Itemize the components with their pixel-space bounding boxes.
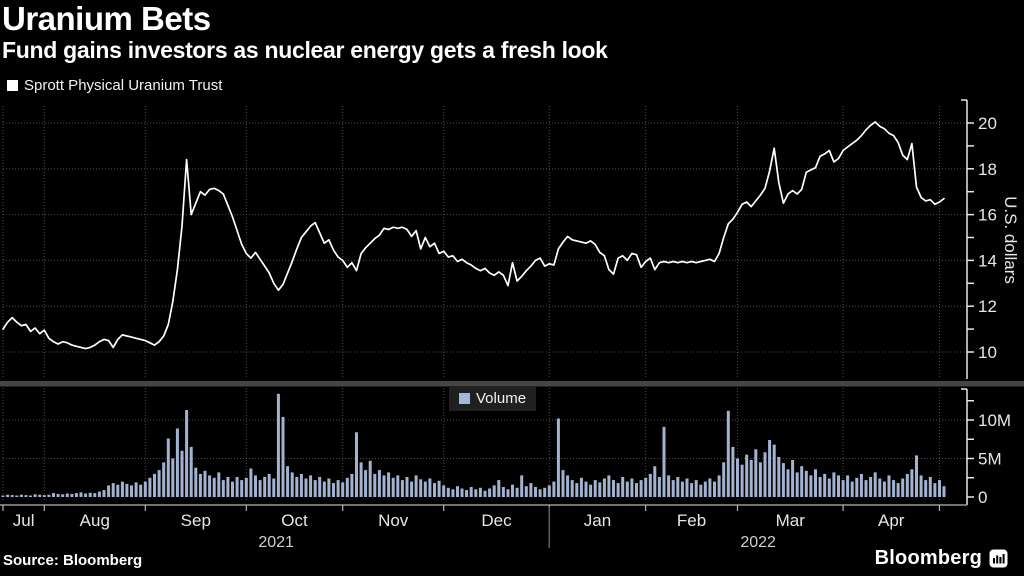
svg-text:Mar: Mar — [776, 511, 806, 530]
page-title: Uranium Bets — [2, 0, 211, 37]
x-axis: Jul Aug Sep Oct Nov Dec Jan Feb Mar Apr 2021 2022 — [0, 504, 967, 551]
panel-separator — [0, 381, 1024, 387]
svg-text:Feb: Feb — [677, 511, 706, 530]
price-legend-swatch-icon — [7, 80, 18, 91]
svg-text:Apr: Apr — [878, 511, 905, 530]
svg-text:10: 10 — [978, 343, 997, 362]
price-axis-title: U.S. dollars — [1001, 196, 1020, 284]
price-line — [2, 121, 945, 350]
bloomberg-logo-icon — [989, 549, 1008, 568]
svg-text:2021: 2021 — [258, 534, 294, 551]
svg-text:16: 16 — [978, 206, 997, 225]
svg-text:2022: 2022 — [740, 534, 776, 551]
volume-legend-swatch-icon — [459, 393, 470, 404]
price-y-axis: 10 12 14 16 18 20 U.S. dollars — [961, 99, 1020, 379]
price-legend: Sprott Physical Uranium Trust — [7, 77, 222, 94]
svg-text:Nov: Nov — [378, 511, 409, 530]
svg-text:5M: 5M — [978, 449, 1002, 468]
volume-legend: Volume — [449, 386, 537, 411]
bloomberg-brand: Bloomberg — [875, 547, 1008, 570]
svg-text:20: 20 — [978, 114, 997, 133]
volume-legend-label: Volume — [476, 390, 527, 407]
gridlines — [2, 106, 967, 502]
volume-bars — [1, 393, 946, 498]
svg-text:Jul: Jul — [13, 511, 35, 530]
svg-text:Dec: Dec — [481, 511, 512, 530]
bloomberg-wordmark: Bloomberg — [874, 547, 982, 569]
svg-text:Oct: Oct — [281, 511, 308, 530]
svg-text:12: 12 — [978, 297, 997, 316]
svg-text:Jan: Jan — [584, 511, 611, 530]
price-legend-label: Sprott Physical Uranium Trust — [24, 77, 223, 94]
svg-text:Aug: Aug — [80, 511, 110, 530]
svg-text:Sep: Sep — [181, 511, 211, 530]
svg-text:18: 18 — [978, 160, 997, 179]
source-attribution: Source: Bloomberg — [3, 552, 143, 569]
volume-y-axis: 0 5M 10M — [961, 388, 1011, 507]
svg-text:10M: 10M — [978, 411, 1011, 430]
svg-text:14: 14 — [978, 251, 997, 270]
page-subtitle: Fund gains investors as nuclear energy g… — [2, 37, 608, 63]
svg-text:0: 0 — [978, 488, 987, 507]
